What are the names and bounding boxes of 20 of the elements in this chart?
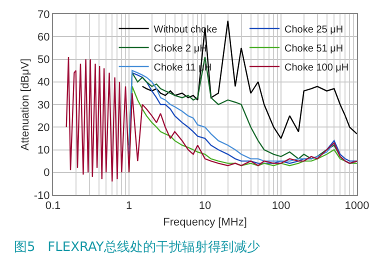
y-tick-label: 50 <box>38 54 50 66</box>
y-tick-label: 10 <box>38 144 50 157</box>
x-axis-title: Frequency [MHz] <box>163 216 247 228</box>
legend-label: Choke 100 μH <box>284 62 349 74</box>
y-tick-label: 0 <box>44 167 50 180</box>
legend-label: Choke 25 μH <box>284 24 344 36</box>
y-tick-label: 70 <box>38 8 50 21</box>
x-tick-label: 1 <box>126 200 132 212</box>
y-tick-label: -10 <box>34 190 50 202</box>
x-tick-label: 100 <box>272 200 290 212</box>
x-tick-label: 10 <box>198 200 212 212</box>
x-tick-label: 0.1 <box>45 200 61 212</box>
y-tick-label: 20 <box>38 122 50 134</box>
y-tick-label: 60 <box>38 31 50 44</box>
legend-label: Choke 51 μH <box>284 43 344 54</box>
y-tick-label: 30 <box>38 99 50 112</box>
caption: 图5 FLEXRAY总线处的干扰辐射得到减少 <box>14 240 260 255</box>
y-axis-title: Attenuation [dBμV] <box>20 58 32 150</box>
x-tick-label: 1000 <box>344 200 370 212</box>
y-tick-label: 40 <box>38 76 50 89</box>
